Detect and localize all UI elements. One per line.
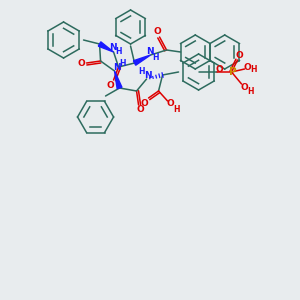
Text: O: O	[244, 62, 251, 71]
Text: O: O	[141, 98, 148, 107]
Text: O: O	[236, 50, 243, 59]
Text: H: H	[152, 52, 159, 62]
Text: N: N	[146, 47, 153, 56]
Text: O: O	[241, 82, 248, 91]
Text: O: O	[167, 100, 174, 109]
Text: P: P	[229, 67, 236, 77]
Polygon shape	[134, 55, 151, 65]
Text: H: H	[138, 68, 145, 76]
Text: O: O	[107, 80, 114, 89]
Text: O: O	[78, 58, 86, 68]
Polygon shape	[98, 42, 114, 52]
Text: N: N	[144, 70, 152, 80]
Text: H: H	[115, 46, 122, 56]
Text: H: H	[250, 65, 257, 74]
Text: H: H	[173, 104, 180, 113]
Polygon shape	[115, 71, 122, 89]
Text: O: O	[154, 28, 161, 37]
Text: O: O	[137, 106, 144, 115]
Text: N: N	[113, 62, 120, 71]
Text: O: O	[216, 65, 224, 74]
Text: N: N	[109, 44, 116, 52]
Text: H: H	[119, 58, 126, 68]
Text: H: H	[247, 88, 254, 97]
